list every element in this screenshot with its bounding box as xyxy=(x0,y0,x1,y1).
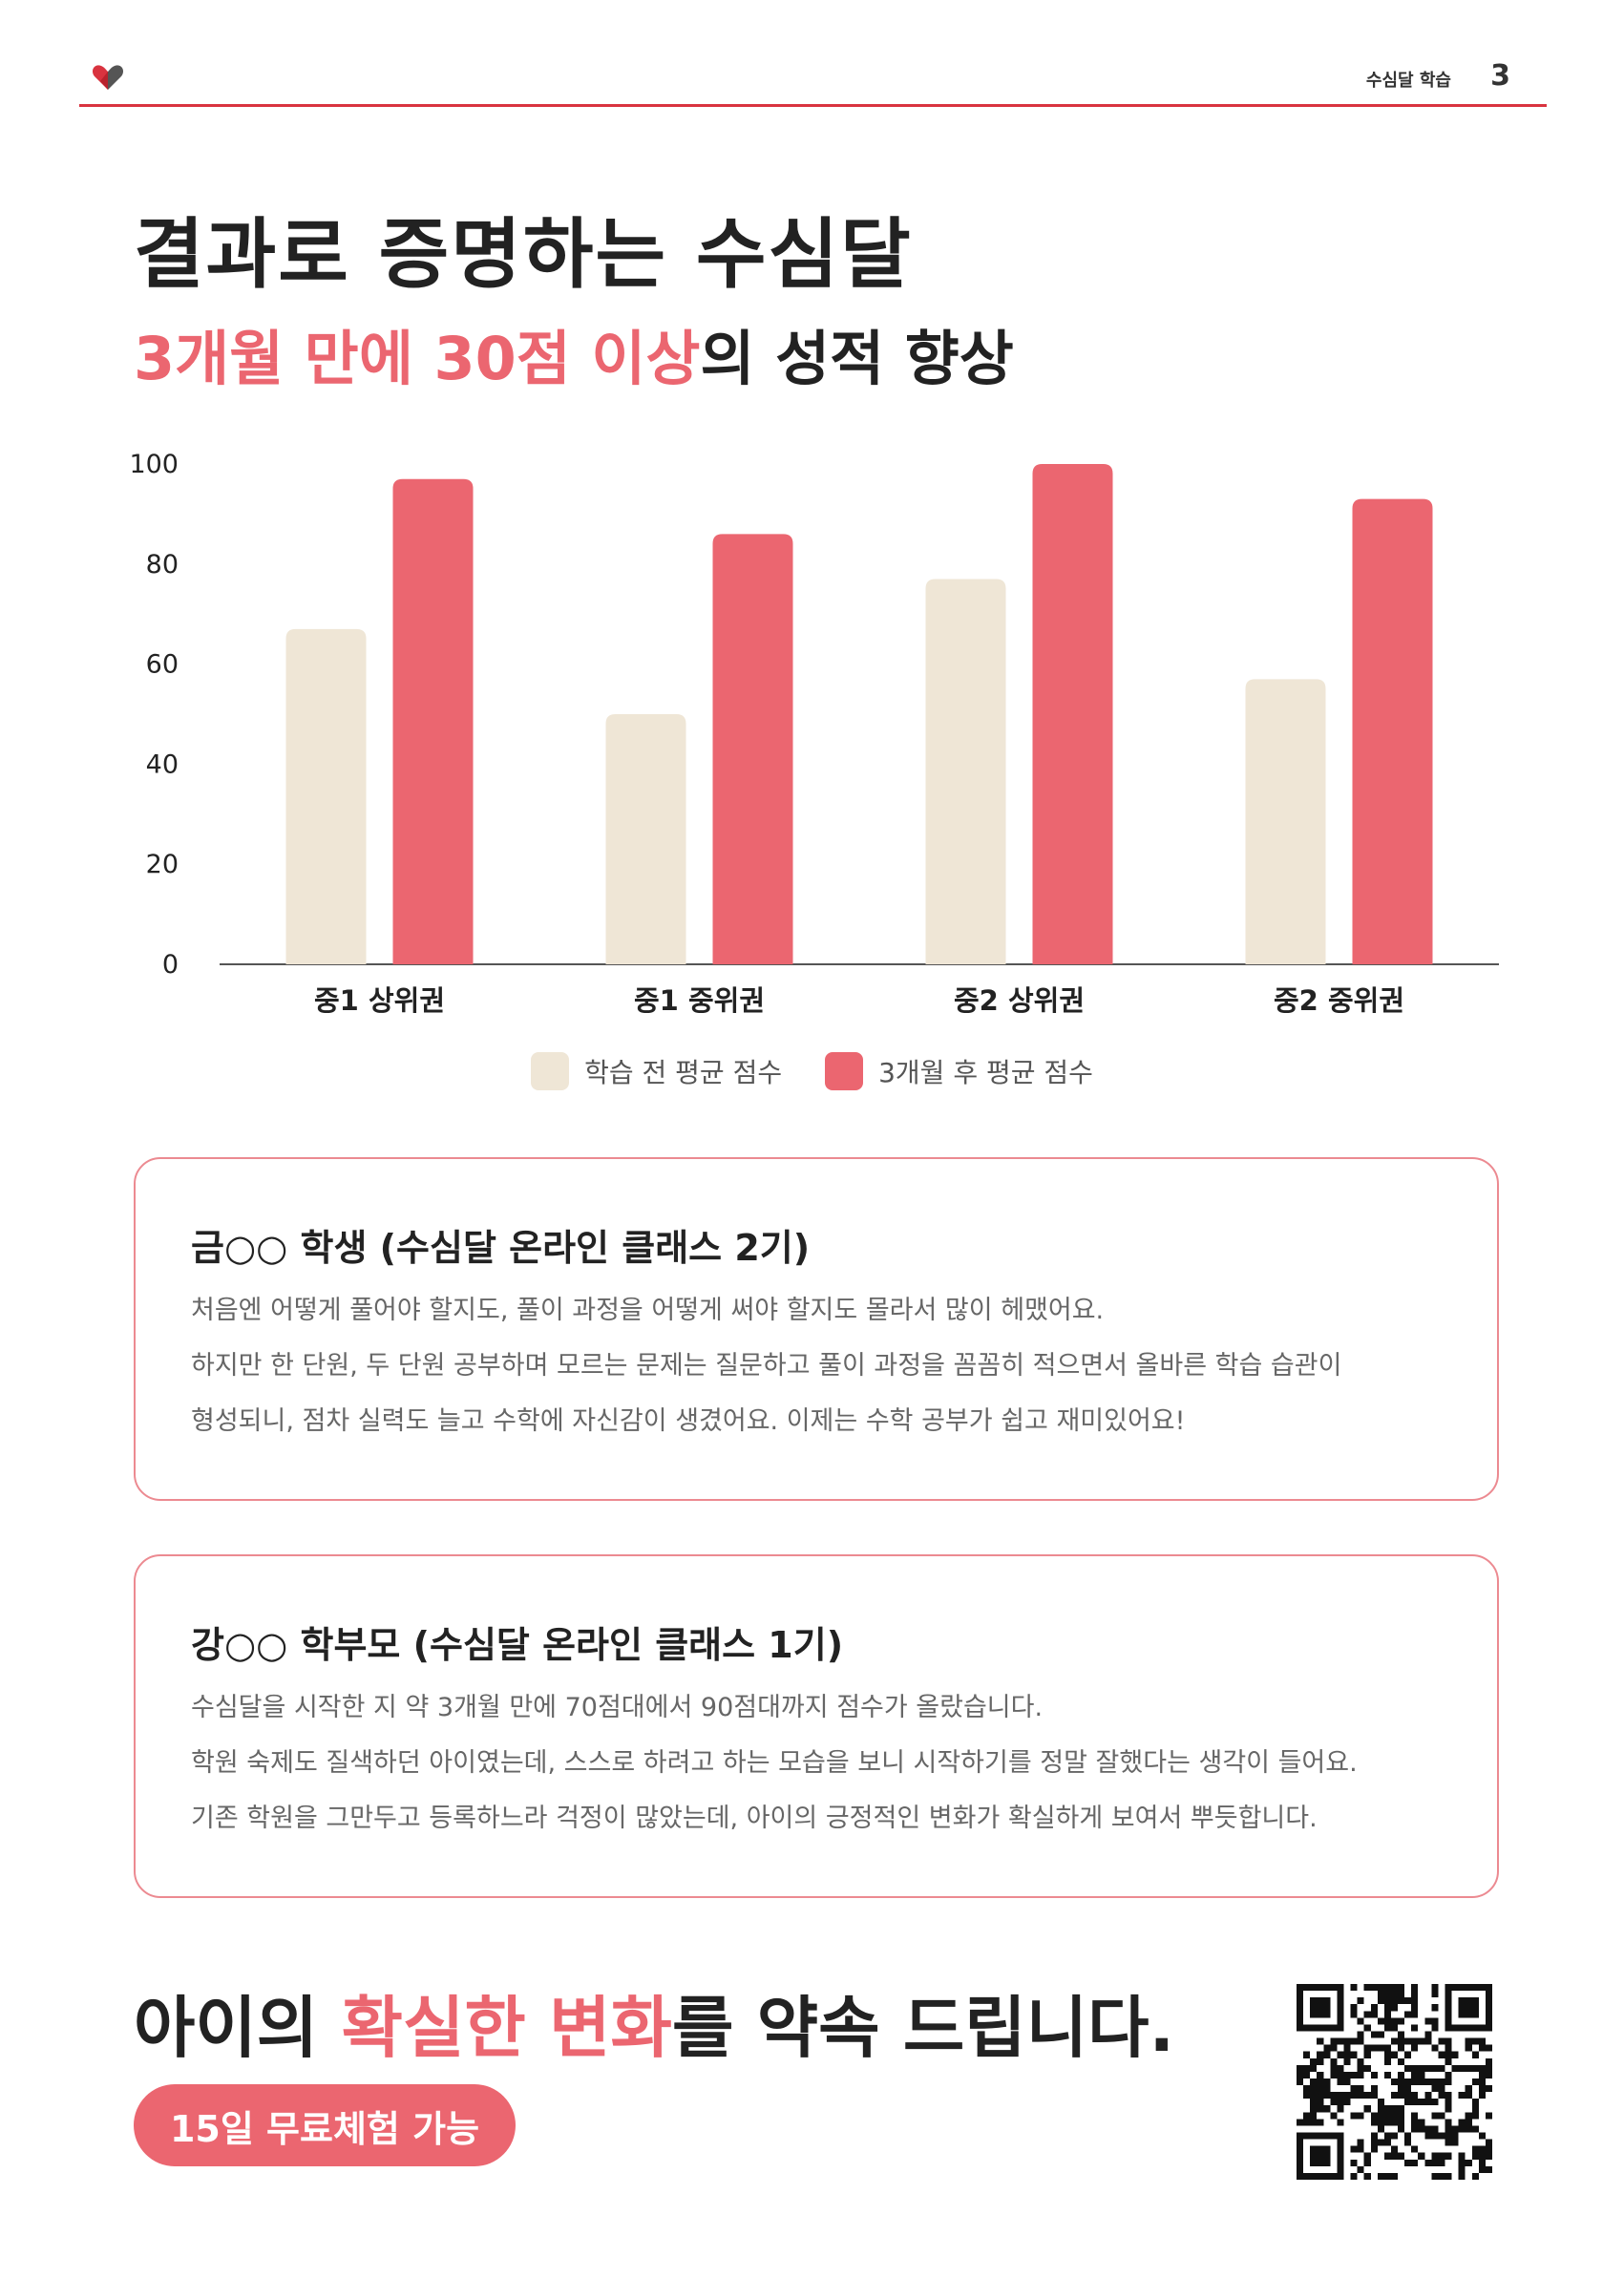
promise-pre: 아이의 xyxy=(134,1989,342,2067)
bar xyxy=(712,534,793,964)
legend-label-after: 3개월 후 평균 점수 xyxy=(878,1057,1093,1088)
subtitle-accent: 3개월 만에 30점 이상 xyxy=(134,324,701,393)
testimonial-line: 기존 학원을 그만두고 등록하느라 걱정이 많았는데, 아이의 긍정적인 변화가… xyxy=(191,1804,1318,1833)
page-header: 수심달 학습 3 xyxy=(79,57,1547,107)
bar xyxy=(1245,679,1326,964)
bar xyxy=(605,714,686,964)
chart-canvas: 0 20 40 60 80 100 중1 상위권 중1 중위권 중2 상위권 중2 중위권 xyxy=(129,450,1499,1017)
page-subtitle: 3개월 만에 30점 이상의 성적 향상 xyxy=(134,310,1014,396)
page-number: 3 xyxy=(1490,59,1510,93)
y-tick-label: 40 xyxy=(146,749,179,779)
legend-item-after: 3개월 후 평균 점수 xyxy=(825,1047,1093,1095)
legend-swatch-after xyxy=(825,1052,864,1090)
chart-legend: 학습 전 평균 점수 3개월 후 평균 점수 xyxy=(0,1047,1624,1095)
x-category-label: 중1 중위권 xyxy=(634,984,765,1017)
y-tick-label: 0 xyxy=(162,950,179,980)
testimonial-line: 수심달을 시작한 지 약 3개월 만에 70점대에서 90점대까지 점수가 올랐… xyxy=(191,1693,1044,1722)
x-category-label: 중1 상위권 xyxy=(314,984,445,1017)
header-section-label: 수심달 학습 xyxy=(1365,71,1451,91)
qr-code[interactable] xyxy=(1297,1984,1492,2180)
legend-swatch-before xyxy=(531,1052,570,1090)
y-tick-label: 20 xyxy=(146,850,179,879)
bar xyxy=(285,628,367,964)
page-title: 결과로 증명하는 수심달 xyxy=(134,210,913,299)
testimonial-card: 강○○ 학부모 (수심달 온라인 클래스 1기) 수심달을 시작한 지 약 3개… xyxy=(134,1554,1499,1898)
testimonial-line: 처음엔 어떻게 풀어야 할지도, 풀이 과정을 어떻게 써야 할지도 몰라서 많… xyxy=(191,1296,1105,1325)
bar xyxy=(1032,464,1113,964)
promise-accent: 확실한 변화 xyxy=(341,1989,672,2067)
y-tick-label: 60 xyxy=(146,650,179,680)
x-category-label: 중2 중위권 xyxy=(1274,984,1404,1017)
x-category-label: 중2 상위권 xyxy=(954,984,1085,1017)
testimonial-body: 처음엔 어떻게 풀어야 할지도, 풀이 과정을 어떻게 써야 할지도 몰라서 많… xyxy=(191,1283,1470,1449)
heart-logo-icon xyxy=(92,65,124,90)
promise-post: 를 약속 드립니다. xyxy=(671,1989,1175,2067)
testimonial-card: 금○○ 학생 (수심달 온라인 클래스 2기) 처음엔 어떻게 풀어야 할지도,… xyxy=(134,1157,1499,1501)
testimonial-line: 형성되니, 점차 실력도 늘고 수학에 자신감이 생겼어요. 이제는 수학 공부… xyxy=(191,1406,1186,1436)
free-trial-button[interactable]: 15일 무료체험 가능 xyxy=(134,2084,516,2166)
y-tick-label: 80 xyxy=(146,550,179,580)
legend-item-before: 학습 전 평균 점수 xyxy=(531,1047,782,1095)
legend-label-before: 학습 전 평균 점수 xyxy=(584,1057,783,1088)
y-tick-label: 100 xyxy=(129,450,179,479)
testimonial-body: 수심달을 시작한 지 약 3개월 만에 70점대에서 90점대까지 점수가 올랐… xyxy=(191,1680,1470,1846)
testimonial-title: 강○○ 학부모 (수심달 온라인 클래스 1기) xyxy=(191,1624,844,1666)
bar xyxy=(1352,498,1433,964)
bar xyxy=(392,478,474,964)
testimonial-line: 학원 숙제도 질색하던 아이였는데, 스스로 하려고 하는 모습을 보니 시작하… xyxy=(191,1748,1358,1778)
subtitle-rest: 의 성적 향상 xyxy=(700,324,1014,393)
bar xyxy=(925,579,1006,964)
testimonial-line: 하지만 한 단원, 두 단원 공부하며 모르는 문제는 질문하고 풀이 과정을 … xyxy=(191,1351,1342,1381)
testimonial-title: 금○○ 학생 (수심달 온라인 클래스 2기) xyxy=(191,1227,811,1269)
score-bar-chart: 0 20 40 60 80 100 중1 상위권 중1 중위권 중2 상위권 중2 중위권 xyxy=(124,430,1499,1098)
promise-headline: 아이의 확실한 변화를 약속 드립니다. xyxy=(134,1974,1174,2071)
